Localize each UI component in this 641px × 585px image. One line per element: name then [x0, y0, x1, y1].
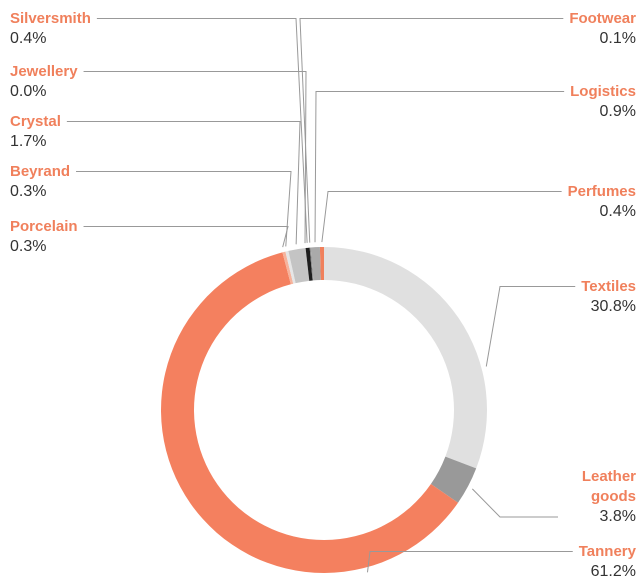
leader-line — [83, 71, 307, 244]
value-label: 0.4% — [10, 30, 47, 47]
slice-label: Silversmith 0.4% — [10, 9, 91, 49]
slice — [310, 247, 321, 281]
slice-label: Beyrand 0.3% — [10, 162, 70, 202]
leader-line — [66, 121, 301, 245]
category-name: Jewellery — [10, 63, 78, 80]
slice — [309, 247, 314, 281]
slice — [430, 456, 477, 503]
leader-line — [314, 91, 565, 243]
leader-line — [299, 18, 564, 243]
value-label: 0.1% — [599, 30, 636, 47]
leader-line — [76, 171, 292, 247]
leader-line — [485, 286, 576, 367]
leader-line — [321, 191, 562, 243]
slice — [282, 251, 294, 285]
leader-line — [471, 488, 558, 518]
value-label: 0.0% — [10, 83, 47, 100]
category-name: Perfumes — [567, 183, 636, 200]
category-name: Leather goods — [581, 468, 636, 505]
category-name: Beyrand — [10, 163, 71, 180]
leader-line — [366, 551, 573, 573]
slice-label: Logistics 0.9% — [570, 82, 636, 122]
value-label: 0.3% — [10, 238, 47, 255]
category-name: Textiles — [581, 278, 636, 295]
value-label: 0.3% — [10, 183, 47, 200]
category-name: Footwear — [569, 10, 636, 27]
value-label: 3.8% — [599, 508, 636, 525]
slice-label: Perfumes 0.4% — [568, 182, 636, 222]
category-name: Porcelain — [10, 218, 78, 235]
value-label: 30.8% — [590, 298, 636, 315]
slice — [305, 247, 313, 281]
value-label: 61.2% — [590, 563, 636, 580]
category-name: Logistics — [570, 83, 636, 100]
leader-line — [96, 18, 308, 243]
value-label: 0.4% — [599, 203, 636, 220]
slice — [324, 247, 487, 469]
slice-label: Porcelain 0.3% — [10, 217, 78, 257]
slice — [319, 247, 324, 281]
slice-label: Footwear 0.1% — [569, 9, 636, 49]
leader-line — [83, 226, 289, 248]
slice-label: Crystal 1.7% — [10, 112, 61, 152]
value-label: 0.9% — [599, 103, 636, 120]
slice-label: Tannery 61.2% — [579, 542, 636, 582]
category-name: Crystal — [10, 113, 61, 130]
slice-label: Textiles 30.8% — [581, 277, 636, 317]
value-label: 1.7% — [10, 133, 47, 150]
category-name: Silversmith — [10, 10, 91, 27]
slice-label: Leather goods 3.8% — [564, 467, 636, 527]
slice-label: Jewellery 0.0% — [10, 62, 78, 102]
category-name: Tannery — [578, 543, 636, 560]
slice — [285, 250, 296, 284]
slice — [288, 248, 310, 284]
